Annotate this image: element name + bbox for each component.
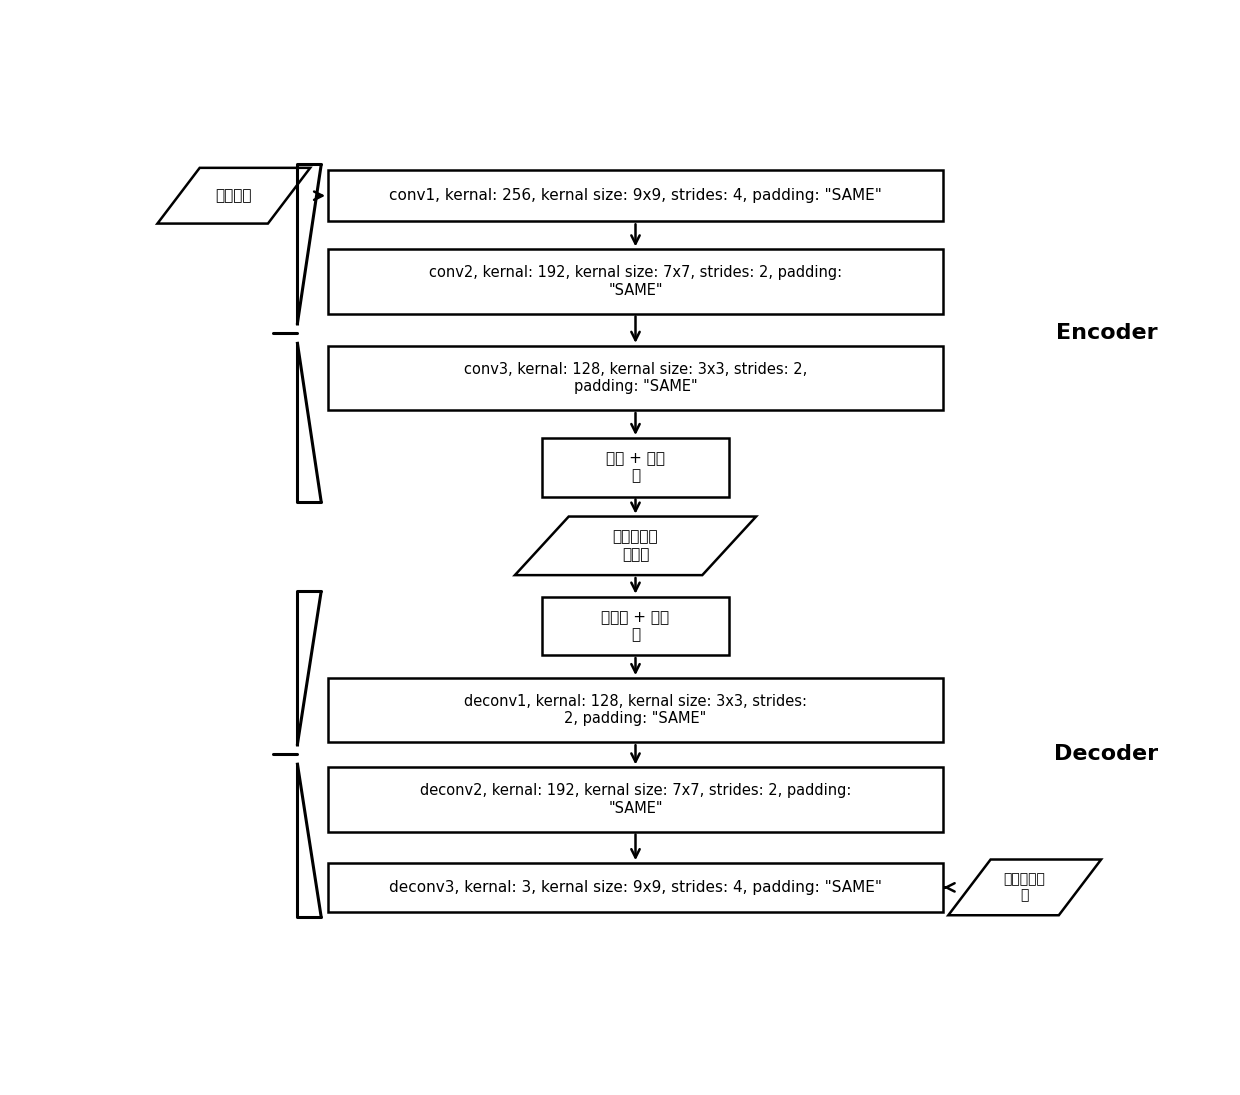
- Text: 量化 + 熔编
码: 量化 + 熔编 码: [606, 451, 665, 483]
- Text: conv1, kernal: 256, kernal size: 9x9, strides: 4, padding: "SAME": conv1, kernal: 256, kernal size: 9x9, st…: [389, 188, 882, 204]
- FancyBboxPatch shape: [542, 597, 729, 655]
- FancyBboxPatch shape: [327, 170, 944, 221]
- Polygon shape: [949, 860, 1101, 915]
- Text: 光流输入: 光流输入: [216, 188, 252, 204]
- FancyBboxPatch shape: [327, 678, 944, 742]
- Text: 恢复出的光
流: 恢复出的光 流: [1003, 873, 1045, 902]
- Polygon shape: [515, 517, 756, 575]
- FancyBboxPatch shape: [327, 346, 944, 410]
- Text: Decoder: Decoder: [1054, 745, 1158, 764]
- Text: 反量化 + 熔解
码: 反量化 + 熔解 码: [601, 610, 670, 642]
- FancyBboxPatch shape: [327, 768, 944, 831]
- Text: Encoder: Encoder: [1055, 323, 1157, 343]
- FancyBboxPatch shape: [327, 250, 944, 313]
- Text: 编码后的压
缩文件: 编码后的压 缩文件: [613, 530, 658, 562]
- FancyBboxPatch shape: [327, 863, 944, 912]
- FancyBboxPatch shape: [542, 438, 729, 496]
- Text: conv2, kernal: 192, kernal size: 7x7, strides: 2, padding:
"SAME": conv2, kernal: 192, kernal size: 7x7, st…: [429, 265, 842, 298]
- Text: deconv2, kernal: 192, kernal size: 7x7, strides: 2, padding:
"SAME": deconv2, kernal: 192, kernal size: 7x7, …: [420, 783, 851, 816]
- Text: deconv1, kernal: 128, kernal size: 3x3, strides:
2, padding: "SAME": deconv1, kernal: 128, kernal size: 3x3, …: [464, 694, 807, 726]
- Polygon shape: [157, 168, 310, 223]
- Text: deconv3, kernal: 3, kernal size: 9x9, strides: 4, padding: "SAME": deconv3, kernal: 3, kernal size: 9x9, st…: [389, 880, 882, 895]
- Text: conv3, kernal: 128, kernal size: 3x3, strides: 2,
padding: "SAME": conv3, kernal: 128, kernal size: 3x3, st…: [464, 361, 807, 394]
